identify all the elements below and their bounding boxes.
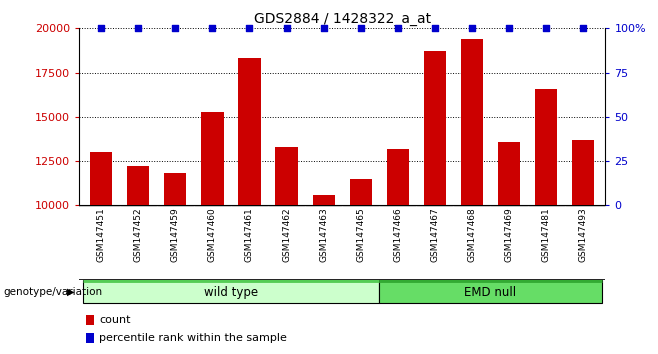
Text: count: count: [99, 315, 131, 325]
Point: [318, 25, 329, 31]
Point: [170, 25, 180, 31]
Text: GSM147467: GSM147467: [430, 207, 440, 262]
Bar: [387, 149, 409, 205]
Point: [244, 25, 255, 31]
Text: GSM147468: GSM147468: [467, 207, 476, 262]
Point: [281, 25, 291, 31]
Text: GSM147465: GSM147465: [356, 207, 365, 262]
Point: [430, 25, 440, 31]
Text: GSM147461: GSM147461: [245, 207, 254, 262]
Text: GSM147459: GSM147459: [171, 207, 180, 262]
Text: wild type: wild type: [204, 286, 258, 299]
Text: GSM147451: GSM147451: [97, 207, 106, 262]
Text: GSM147462: GSM147462: [282, 207, 291, 262]
Bar: [572, 140, 594, 205]
Bar: [461, 39, 483, 205]
Bar: [90, 152, 113, 205]
Text: GSM147469: GSM147469: [505, 207, 513, 262]
Text: GSM147466: GSM147466: [393, 207, 402, 262]
Point: [96, 25, 107, 31]
Bar: [349, 179, 372, 205]
Text: GSM147481: GSM147481: [542, 207, 551, 262]
Point: [504, 25, 515, 31]
Bar: [276, 147, 297, 205]
Bar: [379, 280, 601, 303]
Text: GSM147493: GSM147493: [578, 207, 588, 262]
Point: [207, 25, 218, 31]
Bar: [535, 88, 557, 205]
Bar: [238, 58, 261, 205]
Point: [467, 25, 477, 31]
Title: GDS2884 / 1428322_a_at: GDS2884 / 1428322_a_at: [253, 12, 431, 26]
Bar: [164, 173, 186, 205]
Bar: [424, 51, 446, 205]
Point: [355, 25, 366, 31]
Bar: [313, 195, 335, 205]
Text: GSM147452: GSM147452: [134, 207, 143, 262]
Bar: [498, 142, 520, 205]
Point: [578, 25, 588, 31]
Text: percentile rank within the sample: percentile rank within the sample: [99, 333, 288, 343]
Bar: [83, 280, 379, 303]
Point: [133, 25, 143, 31]
Text: ▶: ▶: [67, 287, 74, 297]
Text: GSM147460: GSM147460: [208, 207, 217, 262]
Point: [393, 25, 403, 31]
Bar: [127, 166, 149, 205]
Bar: [201, 112, 224, 205]
Text: EMD null: EMD null: [465, 286, 517, 299]
Text: genotype/variation: genotype/variation: [3, 287, 103, 297]
Point: [541, 25, 551, 31]
Text: GSM147463: GSM147463: [319, 207, 328, 262]
